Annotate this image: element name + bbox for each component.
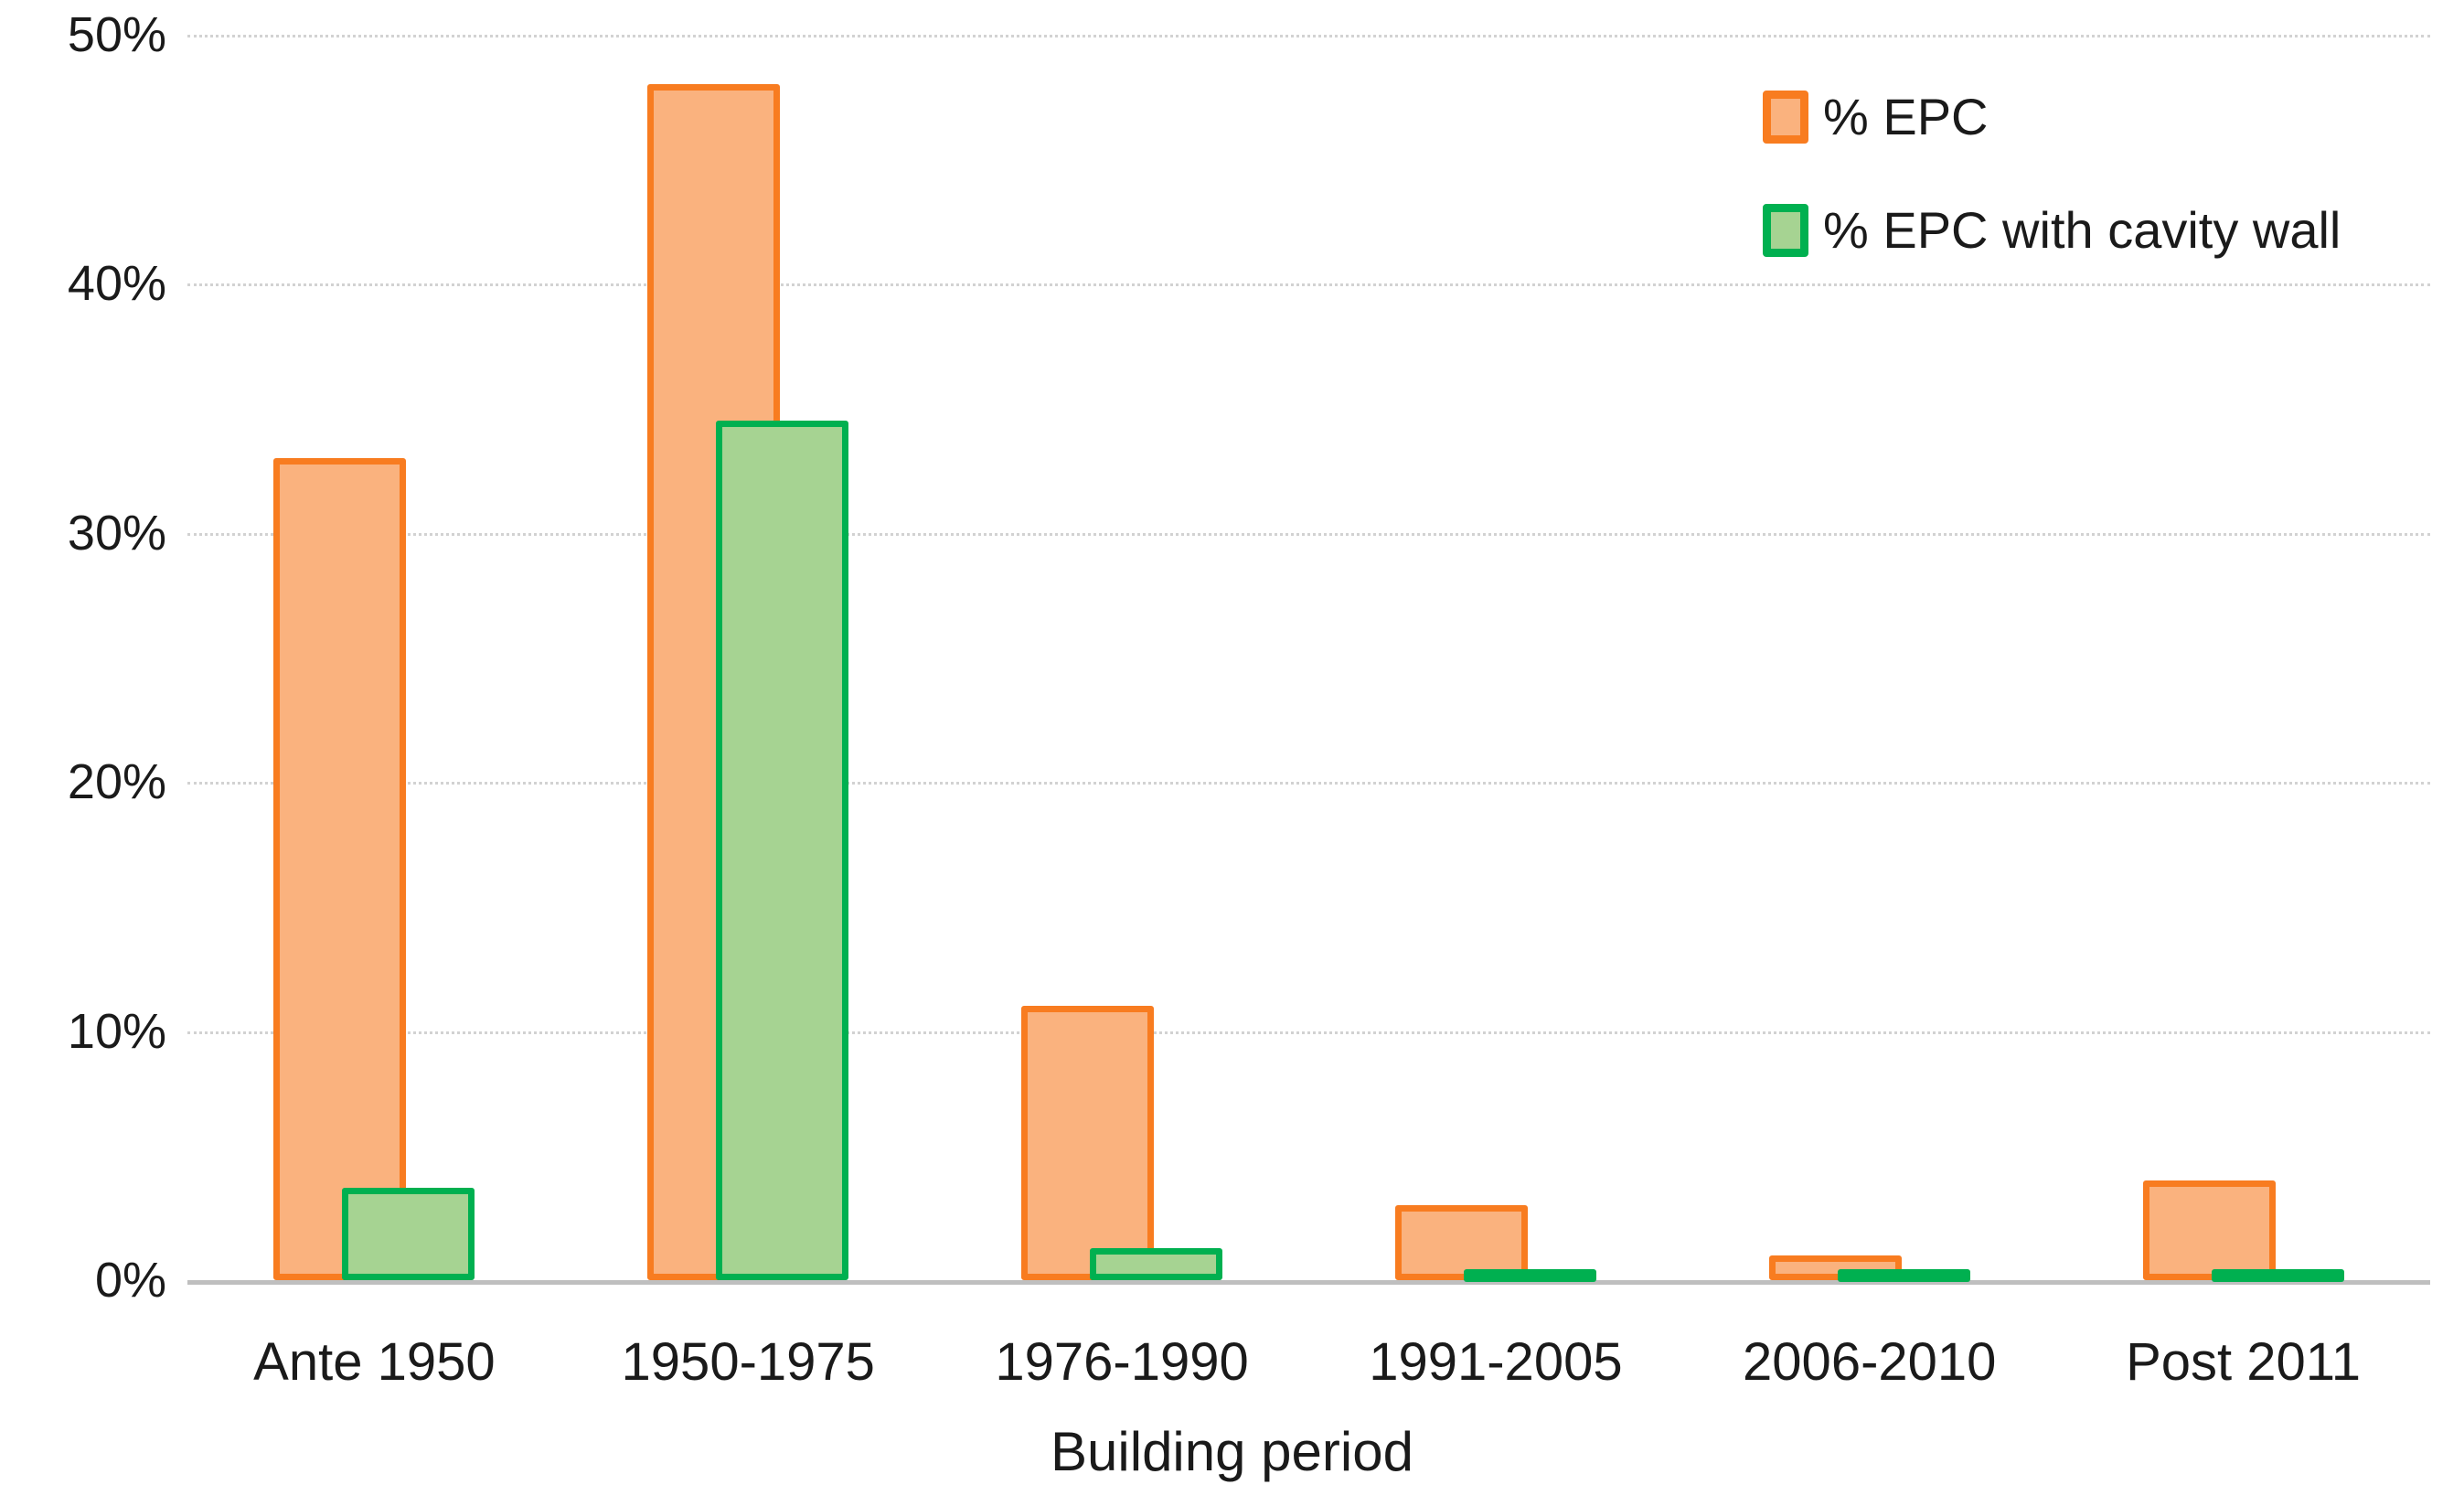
gridline-50% bbox=[187, 35, 2430, 37]
y-tick-label-20%: 20% bbox=[67, 754, 166, 810]
legend-swatch-icon-epc bbox=[1763, 91, 1808, 144]
bar-epc-1991-2005 bbox=[1394, 1205, 1528, 1280]
bar-epc-with-cavity-wall-1991-2005 bbox=[1463, 1269, 1596, 1282]
bar-epc-with-cavity-wall-post-2011 bbox=[2211, 1269, 2344, 1282]
x-tick-label-ante-1950: Ante 1950 bbox=[253, 1332, 496, 1392]
gridline-30% bbox=[187, 532, 2430, 536]
x-axis-line bbox=[187, 1280, 2430, 1285]
legend-label-epc-with-cavity-wall: % EPC with cavity wall bbox=[1823, 201, 2341, 259]
bar-epc-post-2011 bbox=[2142, 1180, 2276, 1280]
gridline-20% bbox=[187, 782, 2430, 785]
x-tick-label-1991-2005: 1991-2005 bbox=[1369, 1332, 1623, 1392]
bar-epc-ante-1950 bbox=[273, 458, 407, 1280]
y-tick-label-50%: 50% bbox=[67, 7, 166, 62]
gridline-10% bbox=[187, 1031, 2430, 1034]
x-tick-label-1950-1975: 1950-1975 bbox=[621, 1332, 875, 1392]
legend-item-epc-with-cavity-wall: % EPC with cavity wall bbox=[1763, 201, 2341, 260]
bar-epc-1976-1990 bbox=[1021, 1006, 1155, 1280]
y-tick-label-30%: 30% bbox=[67, 505, 166, 561]
legend-label-epc: % EPC bbox=[1823, 88, 1989, 145]
legend-item-epc: % EPC bbox=[1763, 88, 1989, 146]
x-axis-title: Building period bbox=[1051, 1421, 1413, 1482]
y-tick-label-10%: 10% bbox=[67, 1003, 166, 1059]
bar-epc-with-cavity-wall-ante-1950 bbox=[342, 1188, 475, 1280]
gridline-40% bbox=[187, 283, 2430, 287]
y-tick-label-40%: 40% bbox=[67, 256, 166, 312]
bar-epc-with-cavity-wall-1950-1975 bbox=[716, 421, 849, 1280]
bar-epc-with-cavity-wall-2006-2010 bbox=[1837, 1269, 1970, 1282]
legend-swatch-icon-epc-with-cavity-wall bbox=[1763, 204, 1808, 257]
y-tick-label-0%: 0% bbox=[94, 1253, 166, 1308]
x-tick-label-2006-2010: 2006-2010 bbox=[1743, 1332, 1997, 1392]
x-tick-label-1976-1990: 1976-1990 bbox=[995, 1332, 1249, 1392]
bar-epc-with-cavity-wall-1976-1990 bbox=[1090, 1247, 1223, 1280]
x-tick-label-post-2011: Post 2011 bbox=[2126, 1332, 2362, 1392]
